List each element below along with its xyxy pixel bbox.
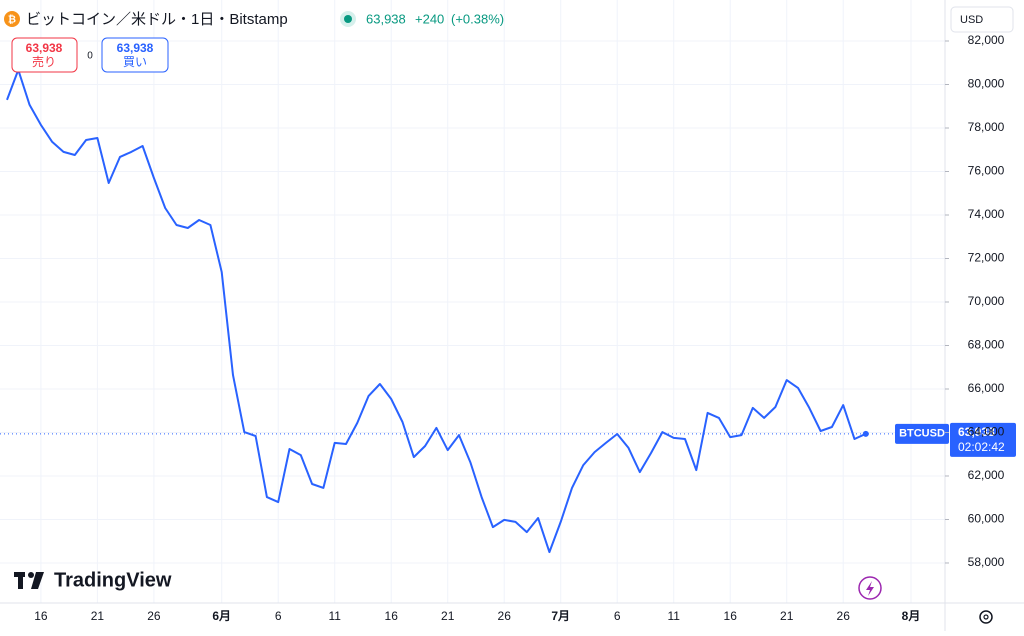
price-tag-box	[950, 422, 1016, 457]
x-tick-label: 8月	[902, 609, 921, 623]
header-change: +240	[415, 11, 444, 26]
y-tick-label: 76,000	[968, 164, 1005, 178]
sell-label[interactable]: 売り	[32, 54, 56, 69]
y-tick-label: 60,000	[968, 512, 1005, 526]
currency-label[interactable]: USD	[960, 14, 983, 26]
last-price-dot	[862, 430, 869, 437]
y-tick-label: 80,000	[968, 77, 1005, 91]
x-tick-label: 21	[91, 609, 105, 623]
y-tick-label: 74,000	[968, 207, 1005, 221]
x-tick-label: 16	[385, 609, 399, 623]
brand-name[interactable]: TradingView	[54, 569, 172, 591]
grid	[0, 0, 945, 603]
price-tag-countdown: 02:02:42	[958, 440, 1005, 454]
header-change-pct: (+0.38%)	[451, 11, 504, 26]
x-tick-label: 11	[667, 609, 680, 623]
x-tick-label: 16	[724, 609, 738, 623]
coin-glyph: ₿	[8, 14, 16, 26]
x-tick-label: 21	[441, 609, 455, 623]
x-tick-label: 26	[147, 609, 161, 623]
y-tick-label: 70,000	[968, 294, 1005, 308]
brand-logo[interactable]: TradingView	[14, 569, 172, 591]
buy-price[interactable]: 63,938	[117, 41, 154, 55]
price-line	[6, 68, 867, 554]
x-tick-label: 21	[780, 609, 794, 623]
x-tick-label: 6	[614, 609, 621, 623]
x-tick-label: 26	[837, 609, 851, 623]
symbol-tag-label: BTCUSD	[899, 428, 945, 440]
buy-button[interactable]	[101, 37, 169, 73]
y-tick-label: 66,000	[968, 381, 1005, 395]
coin-icon	[4, 11, 20, 27]
settings-icon[interactable]	[983, 614, 989, 620]
y-tick-label: 68,000	[968, 338, 1005, 352]
y-tick-label: 82,000	[968, 33, 1005, 47]
y-tick-label: 62,000	[968, 468, 1005, 482]
symbol-tag	[895, 423, 949, 444]
y-tick-label: 78,000	[968, 120, 1005, 134]
header-price: 63,938	[366, 11, 406, 26]
x-tick-label: 11	[328, 609, 341, 623]
x-tick-label: 6	[275, 609, 282, 623]
logo-shape[interactable]	[31, 572, 44, 589]
buy-label[interactable]: 買い	[123, 55, 147, 69]
x-tick-label: 16	[34, 609, 48, 623]
y-tick-label: 64,000	[968, 425, 1005, 439]
logo-shape[interactable]	[18, 572, 23, 589]
settings-icon[interactable]	[979, 610, 993, 624]
y-tick-label: 72,000	[968, 251, 1005, 265]
status-dot	[344, 15, 352, 23]
currency-button[interactable]	[950, 6, 1014, 33]
x-tick-label: 26	[498, 609, 512, 623]
plot	[0, 68, 895, 554]
news-icon[interactable]	[866, 581, 874, 596]
sell-button[interactable]	[11, 37, 78, 73]
x-tick-label: 6月	[212, 609, 231, 623]
sell-price[interactable]: 63,938	[26, 41, 63, 55]
price-tag-value: 63,938	[958, 425, 995, 439]
x-tick-label: 7月	[551, 609, 570, 623]
spread: 0	[87, 51, 93, 62]
symbol-title: ビットコイン／米ドル・1日・Bitstamp	[26, 11, 288, 28]
logo-shape[interactable]	[28, 572, 34, 578]
y-tick-label: 58,000	[968, 555, 1005, 569]
